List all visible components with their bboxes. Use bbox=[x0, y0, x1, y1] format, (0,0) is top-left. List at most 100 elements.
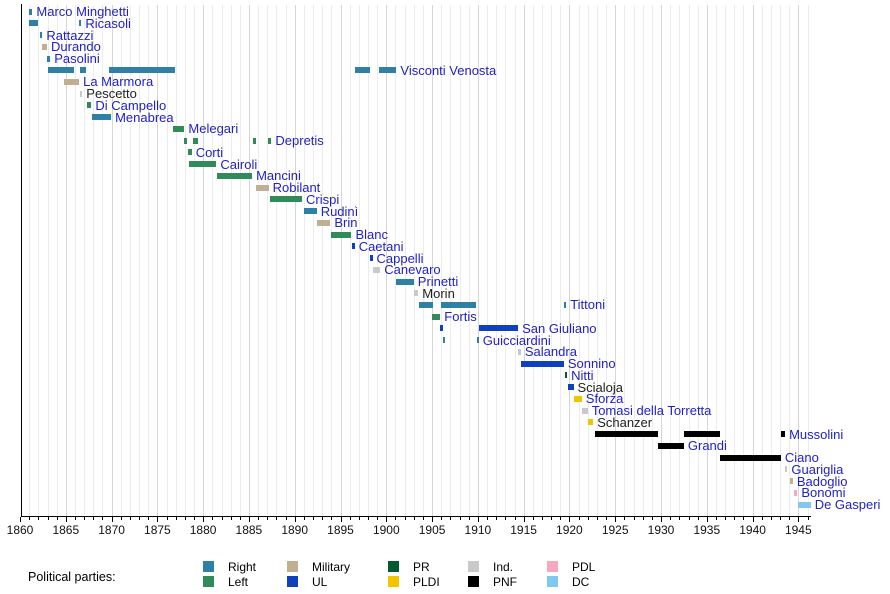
x-axis-major-tick bbox=[523, 517, 525, 522]
term-bar-prinetti-0[interactable] bbox=[396, 278, 414, 285]
term-bar-grandi-0[interactable] bbox=[657, 442, 684, 449]
minister-label-mussolini[interactable]: Mussolini bbox=[789, 426, 844, 442]
minister-label-sonnino[interactable]: Sonnino bbox=[567, 356, 616, 372]
term-bar-canevaro-0[interactable] bbox=[372, 266, 381, 273]
gridline-minor bbox=[102, 5, 104, 516]
minister-label-durando[interactable]: Durando bbox=[51, 39, 101, 55]
gridline-minor bbox=[807, 5, 809, 516]
term-bar-cappelli-0[interactable] bbox=[370, 255, 373, 261]
term-bar-depretis-3[interactable] bbox=[268, 137, 272, 144]
term-bar-guariglia-0[interactable] bbox=[785, 466, 788, 473]
term-bar-corti-0[interactable] bbox=[187, 149, 192, 156]
term-bar-ricasoli-0[interactable] bbox=[29, 20, 39, 27]
term-bar-ciano-0[interactable] bbox=[720, 454, 781, 461]
term-bar-nitti-0[interactable] bbox=[564, 372, 568, 379]
term-bar-blanc-0[interactable] bbox=[330, 231, 352, 238]
minister-label-canevaro[interactable]: Canevaro bbox=[384, 262, 441, 278]
term-bar-guicciardini-0[interactable] bbox=[442, 337, 446, 344]
minister-label-rattazzi[interactable]: Rattazzi bbox=[46, 27, 94, 43]
term-bar-cairoli-0[interactable] bbox=[188, 161, 217, 168]
term-bar-guicciardini-1[interactable] bbox=[476, 337, 479, 344]
term-bar-rattazzi-0[interactable] bbox=[39, 32, 43, 38]
term-bar-sforza-0[interactable] bbox=[573, 395, 582, 402]
minister-label-visconti-venosta[interactable]: Visconti Venosta bbox=[400, 62, 497, 78]
term-bar-depretis-2[interactable] bbox=[252, 137, 257, 144]
term-bar-mussolini-1[interactable] bbox=[683, 431, 721, 438]
term-bar-melegari-0[interactable] bbox=[173, 125, 185, 132]
term-bar-brin-0[interactable] bbox=[316, 219, 331, 226]
term-bar-crispi-0[interactable] bbox=[270, 196, 302, 203]
term-bar-san-giuliano-0[interactable] bbox=[440, 325, 443, 332]
x-axis-major-tick bbox=[294, 517, 296, 522]
term-bar-tittoni-2[interactable] bbox=[563, 301, 567, 308]
term-bar-badoglio-0[interactable] bbox=[789, 478, 793, 484]
minister-label-guariglia[interactable]: Guariglia bbox=[791, 461, 844, 477]
minister-label-caetani[interactable]: Caetani bbox=[358, 238, 404, 254]
term-bar-menabrea-0[interactable] bbox=[91, 114, 112, 121]
term-bar-robilant-0[interactable] bbox=[255, 184, 269, 191]
term-bar-visconti-venosta-1[interactable] bbox=[79, 67, 86, 74]
minister-label-brin[interactable]: Brin bbox=[334, 215, 358, 231]
term-bar-caetani-0[interactable] bbox=[351, 243, 355, 250]
minister-label-tomasi-della-torretta[interactable]: Tomasi della Torretta bbox=[591, 403, 712, 419]
term-bar-fortis-0[interactable] bbox=[432, 313, 441, 320]
minister-label-guicciardini[interactable]: Guicciardini bbox=[482, 332, 551, 348]
term-bar-mussolini-0[interactable] bbox=[595, 431, 658, 438]
minister-label-menabrea[interactable]: Menabrea bbox=[115, 109, 174, 125]
minister-label-tittoni[interactable]: Tittoni bbox=[570, 297, 606, 313]
term-bar-durando-0[interactable] bbox=[42, 43, 47, 50]
minister-label-pasolini[interactable]: Pasolini bbox=[54, 51, 100, 66]
minister-label-marco-minghetti[interactable]: Marco Minghetti bbox=[36, 4, 129, 19]
term-bar-depretis-0[interactable] bbox=[184, 137, 188, 144]
term-bar-visconti-venosta-2[interactable] bbox=[109, 67, 175, 74]
minister-label-ciano[interactable]: Ciano bbox=[784, 450, 819, 465]
minister-label-cappelli[interactable]: Cappelli bbox=[376, 250, 424, 266]
minister-label-badoglio[interactable]: Badoglio bbox=[796, 473, 848, 489]
minister-label-sforza[interactable]: Sforza bbox=[585, 391, 624, 407]
term-bar-pasolini-0[interactable] bbox=[47, 55, 51, 62]
minister-label-grandi[interactable]: Grandi bbox=[687, 438, 727, 454]
term-bar-de-gasperi-0[interactable] bbox=[797, 501, 811, 508]
x-axis-major-tick bbox=[752, 517, 754, 522]
term-bar-rudin--0[interactable] bbox=[304, 208, 317, 214]
minister-label-robilant[interactable]: Robilant bbox=[272, 180, 321, 196]
term-bar-depretis-1[interactable] bbox=[193, 137, 199, 144]
term-bar-bonomi-0[interactable] bbox=[793, 489, 798, 496]
term-bar-la-marmora-0[interactable] bbox=[63, 78, 80, 85]
minister-label-de-gasperi[interactable]: De Gasperi bbox=[814, 497, 881, 512]
minister-label-prinetti[interactable]: Prinetti bbox=[417, 274, 459, 289]
minister-label-nitti[interactable]: Nitti bbox=[571, 367, 594, 383]
minister-label-cairoli[interactable]: Cairoli bbox=[220, 156, 258, 172]
term-bar-tittoni-1[interactable] bbox=[440, 301, 477, 308]
minister-label-fortis[interactable]: Fortis bbox=[444, 309, 477, 325]
minister-label-di-campello[interactable]: Di Campello bbox=[95, 97, 167, 113]
minister-label-corti[interactable]: Corti bbox=[195, 144, 224, 160]
term-bar-ricasoli-1[interactable] bbox=[79, 20, 82, 27]
minister-label-crispi[interactable]: Crispi bbox=[306, 191, 340, 207]
minister-label-ricasoli[interactable]: Ricasoli bbox=[85, 15, 131, 31]
term-bar-visconti-venosta-0[interactable] bbox=[48, 67, 74, 74]
term-bar-visconti-venosta-3[interactable] bbox=[355, 67, 371, 74]
term-bar-sonnino-0[interactable] bbox=[521, 360, 564, 367]
minister-label-la-marmora[interactable]: La Marmora bbox=[83, 74, 154, 90]
gridline-minor bbox=[212, 5, 214, 516]
x-axis-minor-tick bbox=[541, 517, 543, 520]
term-bar-di-campello-0[interactable] bbox=[86, 102, 92, 109]
term-bar-tomasi-della-torretta-0[interactable] bbox=[582, 407, 588, 414]
minister-label-san-giuliano[interactable]: San Giuliano bbox=[522, 320, 597, 336]
term-bar-salandra-0[interactable] bbox=[518, 348, 521, 355]
term-bar-visconti-venosta-4[interactable] bbox=[378, 67, 397, 74]
minister-label-depretis[interactable]: Depretis bbox=[275, 133, 324, 149]
minister-label-rudin-[interactable]: Rudinì bbox=[320, 203, 359, 219]
minister-label-blanc[interactable]: Blanc bbox=[355, 227, 389, 242]
term-bar-tittoni-0[interactable] bbox=[418, 301, 433, 308]
minister-label-melegari[interactable]: Melegari bbox=[188, 121, 239, 137]
minister-label-bonomi[interactable]: Bonomi bbox=[801, 485, 846, 501]
term-bar-san-giuliano-1[interactable] bbox=[478, 325, 519, 332]
term-bar-mancini-0[interactable] bbox=[216, 172, 253, 179]
term-bar-marco-minghetti-0[interactable] bbox=[29, 8, 33, 15]
minister-label-mancini[interactable]: Mancini bbox=[256, 168, 301, 184]
term-bar-mussolini-2[interactable] bbox=[780, 431, 785, 438]
minister-label-salandra[interactable]: Salandra bbox=[524, 344, 577, 360]
gridline-major bbox=[706, 5, 708, 516]
